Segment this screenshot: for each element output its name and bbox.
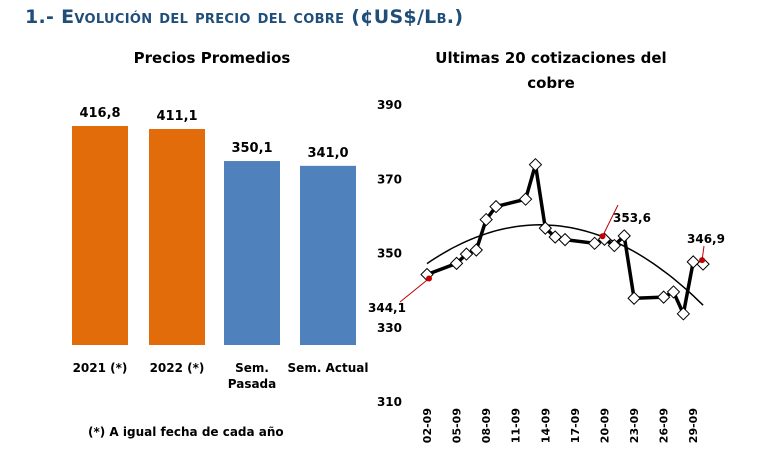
bar-chart-title: Precios Promedios bbox=[134, 49, 291, 67]
data-point-marker bbox=[666, 285, 681, 299]
annotation-leader bbox=[602, 204, 619, 237]
data-point-marker bbox=[656, 290, 671, 304]
data-point-marker bbox=[518, 192, 533, 206]
page-title: 1.- Evolución del precio del cobre (¢US$… bbox=[25, 6, 464, 28]
y-tick-label: 350 bbox=[377, 247, 402, 261]
bar bbox=[300, 165, 356, 345]
bar-category-label: Sem. Actual bbox=[288, 361, 369, 375]
bar-category-label: Sem. bbox=[235, 361, 269, 375]
x-tick-label: 08-09 bbox=[480, 408, 493, 443]
bar-data-label: 341,0 bbox=[307, 146, 348, 161]
footnote: (*) A igual fecha de cada año bbox=[88, 425, 284, 439]
y-tick-label: 370 bbox=[377, 172, 402, 186]
data-point-marker bbox=[469, 243, 484, 257]
x-tick-label: 11-09 bbox=[510, 408, 523, 443]
x-tick-label: 20-09 bbox=[598, 408, 611, 443]
bar-data-label: 350,1 bbox=[231, 141, 272, 156]
annotation-marker bbox=[699, 257, 706, 264]
line-chart-title: Ultimas 20 cotizaciones del bbox=[435, 49, 666, 67]
bar-data-label: 411,1 bbox=[156, 109, 197, 124]
data-point-marker bbox=[528, 157, 543, 172]
line-chart-title: cobre bbox=[527, 74, 575, 92]
data-point-marker bbox=[489, 199, 503, 214]
bar-category-label: Pasada bbox=[228, 377, 277, 391]
annotation-label: 344,1 bbox=[368, 301, 406, 315]
y-tick-label: 330 bbox=[377, 321, 402, 335]
data-point-marker bbox=[558, 232, 572, 247]
bar bbox=[224, 161, 280, 345]
x-tick-label: 23-09 bbox=[628, 408, 641, 443]
y-tick-label: 310 bbox=[377, 395, 402, 409]
bar-data-label: 416,8 bbox=[79, 106, 120, 121]
annotation-marker bbox=[599, 233, 606, 240]
annotation-leader bbox=[399, 278, 430, 303]
data-point-marker bbox=[548, 230, 562, 244]
data-point-marker bbox=[538, 221, 553, 235]
bar bbox=[72, 126, 128, 345]
annotation-label: 353,6 bbox=[613, 211, 651, 225]
x-tick-label: 02-09 bbox=[421, 408, 434, 443]
x-tick-label: 14-09 bbox=[539, 408, 552, 443]
data-point-marker bbox=[617, 229, 631, 243]
bar bbox=[149, 128, 205, 345]
x-tick-label: 29-09 bbox=[687, 408, 700, 443]
annotation-label: 346,9 bbox=[687, 232, 725, 246]
data-point-marker bbox=[587, 236, 602, 251]
data-point-marker bbox=[479, 212, 493, 227]
x-tick-label: 26-09 bbox=[658, 408, 671, 443]
data-point-marker bbox=[459, 247, 474, 261]
bar-category-label: 2022 (*) bbox=[150, 361, 205, 375]
annotation-marker bbox=[426, 275, 432, 282]
x-tick-label: 05-09 bbox=[451, 408, 464, 443]
data-point-marker bbox=[449, 256, 464, 271]
data-point-marker bbox=[676, 307, 691, 321]
y-tick-label: 390 bbox=[377, 98, 402, 112]
data-point-marker bbox=[607, 238, 622, 253]
data-point-marker bbox=[686, 255, 700, 269]
bar-category-label: 2021 (*) bbox=[73, 361, 128, 375]
trendline bbox=[426, 224, 704, 306]
data-point-marker bbox=[627, 291, 641, 305]
x-tick-label: 17-09 bbox=[569, 408, 582, 443]
